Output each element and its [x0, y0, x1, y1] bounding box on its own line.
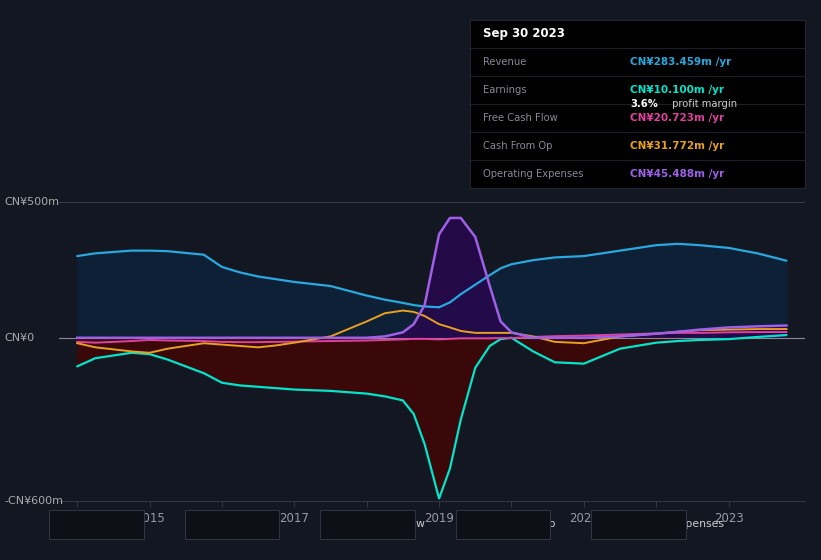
Text: Earnings: Earnings: [208, 519, 255, 529]
Text: Free Cash Flow: Free Cash Flow: [483, 113, 557, 123]
Text: CN¥283.459m /yr: CN¥283.459m /yr: [631, 57, 732, 67]
Text: Operating Expenses: Operating Expenses: [483, 169, 584, 179]
Text: Earnings: Earnings: [483, 85, 526, 95]
Text: CN¥10.100m /yr: CN¥10.100m /yr: [631, 85, 724, 95]
Text: -CN¥600m: -CN¥600m: [4, 496, 63, 506]
Text: profit margin: profit margin: [669, 99, 737, 109]
Text: Cash From Op: Cash From Op: [479, 519, 555, 529]
Text: CN¥45.488m /yr: CN¥45.488m /yr: [631, 169, 725, 179]
Text: CN¥31.772m /yr: CN¥31.772m /yr: [631, 141, 725, 151]
Text: ●: ●: [59, 519, 69, 529]
Text: Cash From Op: Cash From Op: [483, 141, 553, 151]
Text: CN¥500m: CN¥500m: [4, 197, 59, 207]
Text: Free Cash Flow: Free Cash Flow: [343, 519, 425, 529]
Text: CN¥0: CN¥0: [4, 333, 34, 343]
Text: 3.6%: 3.6%: [631, 99, 658, 109]
Text: CN¥20.723m /yr: CN¥20.723m /yr: [631, 113, 724, 123]
Text: Revenue: Revenue: [72, 519, 120, 529]
Text: Revenue: Revenue: [483, 57, 526, 67]
Text: ●: ●: [466, 519, 475, 529]
Text: ●: ●: [330, 519, 340, 529]
Text: ●: ●: [195, 519, 204, 529]
Text: ●: ●: [601, 519, 611, 529]
Text: Operating Expenses: Operating Expenses: [614, 519, 724, 529]
Text: Sep 30 2023: Sep 30 2023: [483, 27, 565, 40]
